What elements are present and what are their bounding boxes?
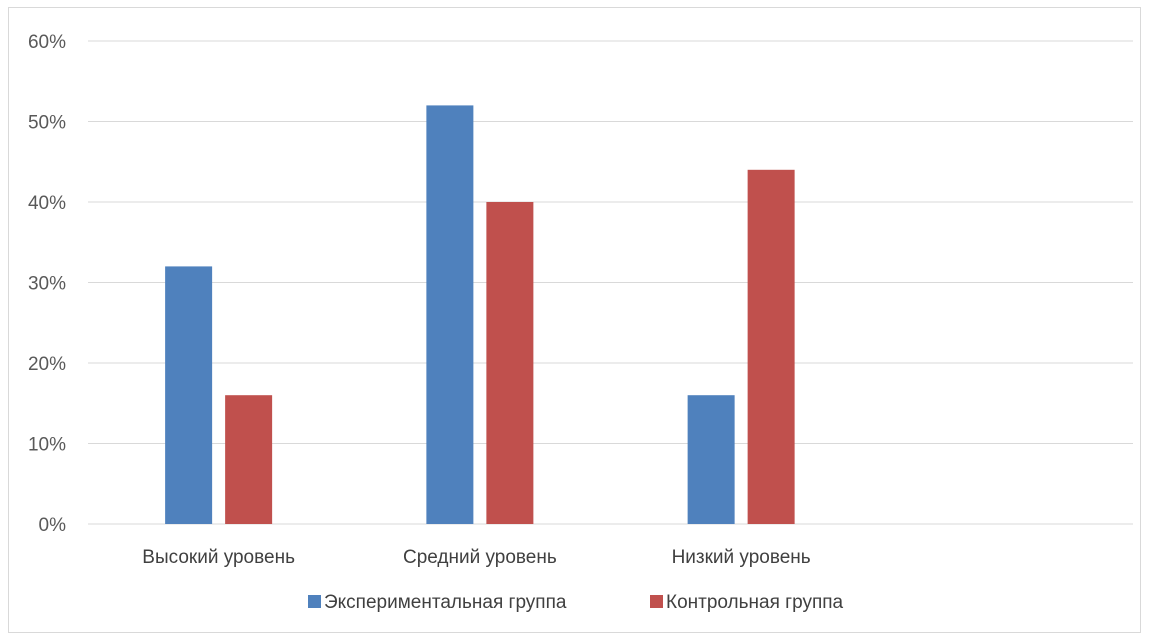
y-tick-label: 20% xyxy=(28,354,66,375)
y-tick-label: 30% xyxy=(28,274,66,295)
x-axis-labels: Высокий уровень Средний уровень Низкий уро… xyxy=(142,547,811,568)
bars xyxy=(165,105,795,525)
y-tick-label: 50% xyxy=(28,113,66,134)
bar-control-2 xyxy=(486,202,534,524)
bar-experimental-3 xyxy=(687,395,735,524)
y-axis-ticks: 0% 10% 20% 30% 40% 50% 60% xyxy=(28,32,66,536)
chart-frame xyxy=(8,7,1141,633)
x-tick-label: Низкий уровень xyxy=(672,547,811,568)
x-tick-label: Средний уровень xyxy=(403,547,557,568)
bar-control-3 xyxy=(747,169,795,525)
legend-swatch xyxy=(650,595,663,608)
legend-label: Контрольная группа xyxy=(666,592,844,613)
bar-experimental-2 xyxy=(426,105,474,525)
y-tick-label: 60% xyxy=(28,32,66,53)
bar-control-1 xyxy=(225,395,273,524)
y-tick-label: 40% xyxy=(28,193,66,214)
legend-label: Экспериментальная группа xyxy=(324,592,567,613)
bar-experimental-1 xyxy=(165,266,213,524)
x-tick-label: Высокий уровень xyxy=(142,547,295,568)
y-tick-label: 10% xyxy=(28,435,66,456)
legend: Экспериментальная группа Контрольная груп… xyxy=(308,592,844,613)
legend-swatch xyxy=(308,595,321,608)
y-tick-label: 0% xyxy=(39,515,67,536)
